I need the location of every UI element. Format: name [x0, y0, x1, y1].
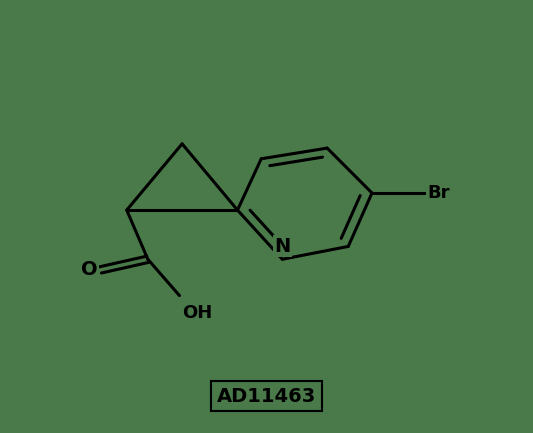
Text: OH: OH [182, 304, 212, 322]
Text: N: N [274, 237, 290, 256]
Text: AD11463: AD11463 [217, 387, 316, 406]
Text: Br: Br [427, 184, 450, 202]
Text: O: O [81, 260, 98, 279]
